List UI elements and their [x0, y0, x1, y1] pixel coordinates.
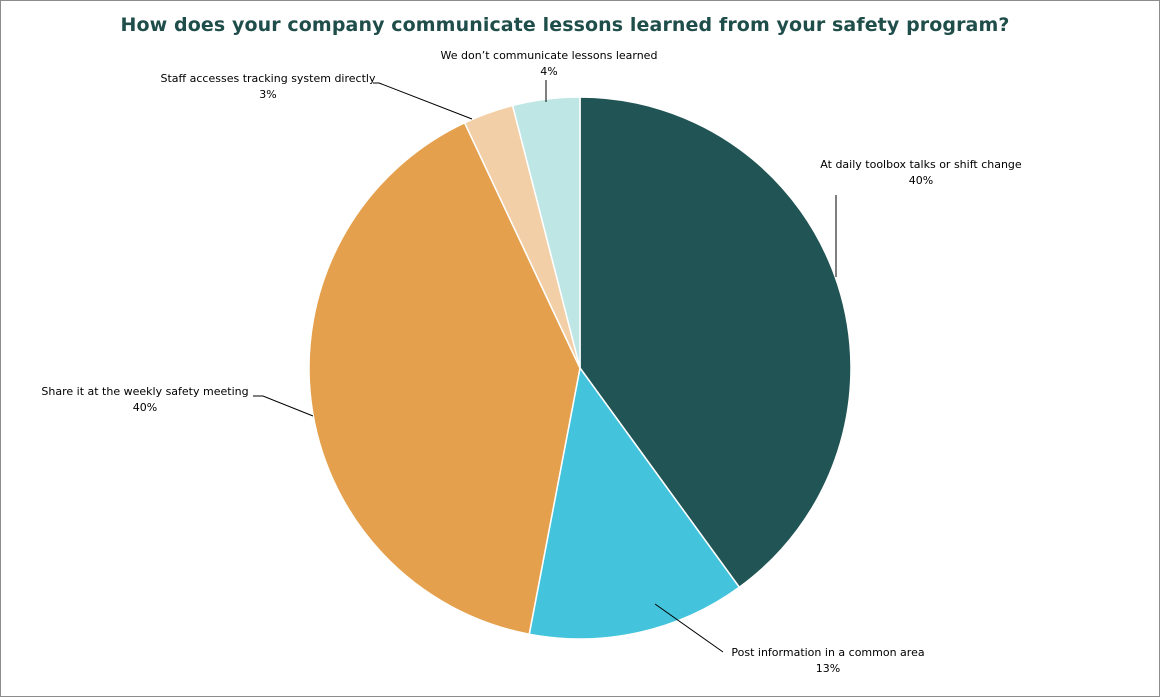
leaders-layer [253, 80, 837, 653]
labels-layer: At daily toolbox talks or shift change 40… [41, 49, 1022, 675]
slice-value-label: 3% [259, 88, 276, 101]
leader-line [654, 603, 724, 653]
pie-slice [579, 96, 852, 589]
leader-line [373, 82, 473, 120]
slice-value-label: 13% [816, 662, 840, 675]
slice-category-label: At daily toolbox talks or shift change [820, 158, 1022, 171]
chart-title: How does your company communicate lesson… [120, 14, 1010, 36]
pie-slice [308, 121, 581, 636]
slice-category-label: We don’t communicate lessons learned [441, 49, 658, 62]
leader-line [253, 395, 314, 417]
slice-category-label: Post information in a common area [731, 646, 924, 659]
slice-value-label: 40% [133, 401, 157, 414]
slice-category-label: Share it at the weekly safety meeting [41, 385, 248, 398]
slice-value-label: 40% [909, 174, 933, 187]
slices-layer [308, 96, 852, 640]
slice-value-label: 4% [540, 65, 557, 78]
pie-slice [528, 366, 741, 640]
slice-category-label: Staff accesses tracking system directly [161, 72, 376, 85]
